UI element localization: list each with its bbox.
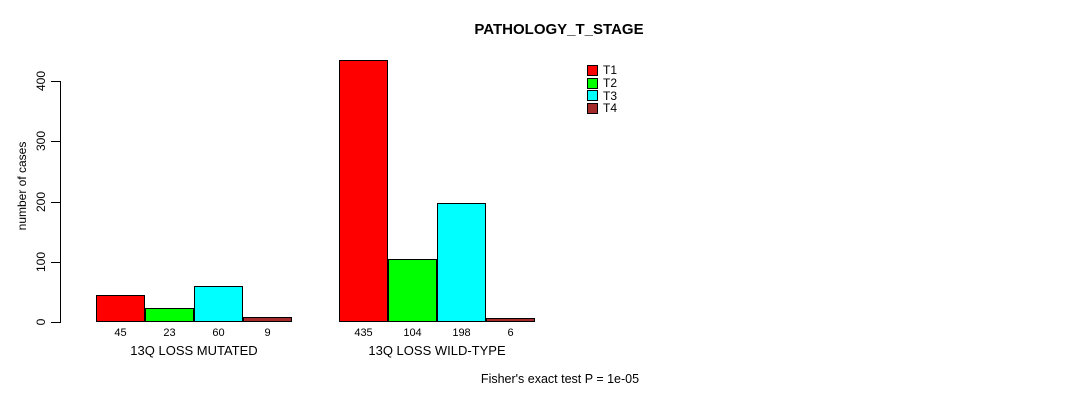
legend-item-t4: T4 xyxy=(587,102,617,115)
legend-item-t1: T1 xyxy=(587,64,617,77)
y-axis-tick-label: 0 xyxy=(34,318,48,326)
bar-t2-group2 xyxy=(388,259,437,322)
y-axis-tick-label: 300 xyxy=(34,131,48,152)
y-axis-tick xyxy=(51,322,60,323)
bar-value-label: 23 xyxy=(163,327,176,339)
bar-t1-group2 xyxy=(339,60,388,322)
bar-value-label: 9 xyxy=(264,327,271,339)
bar-t2-group1 xyxy=(145,308,194,322)
chart-title: PATHOLOGY_T_STAGE xyxy=(474,21,644,38)
y-axis-line xyxy=(60,81,61,323)
legend-swatch-t4 xyxy=(587,102,598,114)
y-axis-tick xyxy=(51,261,60,263)
y-axis-tick-label: 400 xyxy=(34,70,48,92)
footnote-text: Fisher's exact test P = 1e-05 xyxy=(480,372,640,386)
y-axis-tick-label: 100 xyxy=(34,251,48,272)
legend-label: T1 xyxy=(603,63,618,78)
legend-label: T4 xyxy=(603,101,618,116)
legend-label: T3 xyxy=(603,88,618,103)
y-axis-tick-label: 200 xyxy=(34,191,48,212)
bar-t3-group1 xyxy=(194,286,243,322)
bar-value-label: 104 xyxy=(403,327,422,339)
legend: T1 T2 T3 T4 xyxy=(587,64,617,115)
y-axis-label: number of cases xyxy=(15,141,29,231)
bar-t3-group2 xyxy=(437,203,486,322)
bar-t4-group1 xyxy=(243,317,292,322)
bar-value-label: 6 xyxy=(507,327,514,339)
legend-swatch-t3 xyxy=(587,90,598,102)
bar-t4-group2 xyxy=(486,318,535,322)
bar-value-label: 435 xyxy=(354,327,373,339)
legend-swatch-t2 xyxy=(587,77,598,89)
y-axis-tick xyxy=(51,201,60,203)
category-label: 13Q LOSS MUTATED xyxy=(130,343,258,358)
category-label: 13Q LOSS WILD-TYPE xyxy=(368,343,506,358)
bar-value-label: 60 xyxy=(212,327,225,339)
y-axis-tick xyxy=(51,141,60,143)
y-axis-tick xyxy=(51,81,60,82)
legend-item-t3: T3 xyxy=(587,89,617,102)
bar-t1-group1 xyxy=(96,295,145,322)
bar-value-label: 198 xyxy=(452,327,471,339)
legend-item-t2: T2 xyxy=(587,77,617,90)
legend-swatch-t1 xyxy=(587,64,598,76)
legend-label: T2 xyxy=(603,76,618,91)
bar-value-label: 45 xyxy=(114,327,127,339)
